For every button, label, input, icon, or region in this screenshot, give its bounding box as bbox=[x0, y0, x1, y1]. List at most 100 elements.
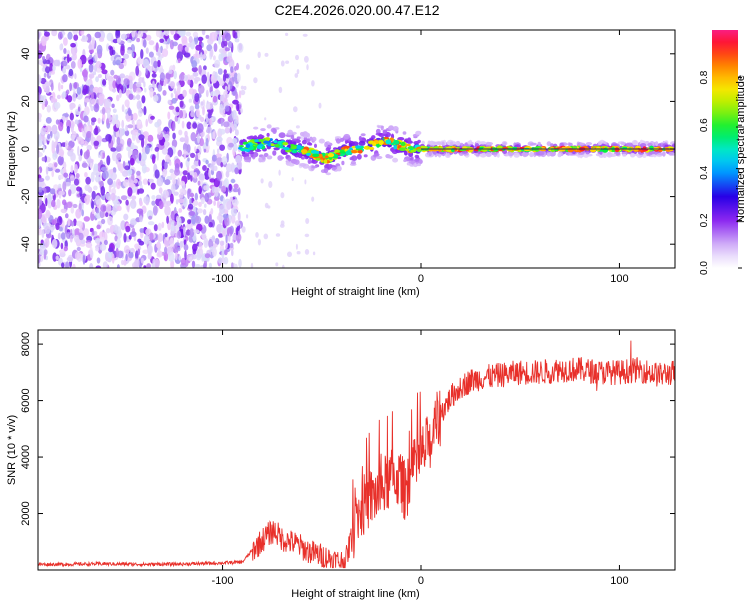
noise-speckle bbox=[72, 203, 78, 209]
noise-speckle bbox=[163, 237, 170, 248]
noise-speckle bbox=[49, 188, 56, 195]
noise-speckle bbox=[130, 157, 135, 166]
noise-speckle bbox=[219, 240, 224, 246]
noise-speckle bbox=[191, 164, 197, 170]
noise-speckle bbox=[148, 215, 153, 220]
noise-speckle bbox=[192, 200, 199, 206]
noise-speckle bbox=[45, 117, 52, 124]
trace-blob bbox=[416, 148, 422, 152]
noise-speckle bbox=[102, 261, 108, 268]
trace-blob bbox=[274, 143, 280, 148]
x-tick-label: -100 bbox=[212, 273, 234, 285]
noise-speckle bbox=[124, 130, 130, 137]
noise-speckle bbox=[231, 199, 239, 207]
noise-speckle bbox=[149, 87, 154, 98]
noise-speckle bbox=[182, 170, 189, 176]
noise-speckle bbox=[44, 31, 50, 37]
noise-speckle bbox=[161, 48, 169, 57]
noise-speckle bbox=[151, 73, 157, 78]
noise-speckle bbox=[74, 251, 81, 260]
noise-speckle bbox=[78, 228, 83, 233]
noise-speckle bbox=[164, 246, 168, 254]
noise-speckle bbox=[92, 86, 100, 94]
noise-speckle bbox=[187, 203, 194, 210]
trace-blob bbox=[277, 140, 283, 145]
trace-halo bbox=[402, 131, 407, 135]
trace-blob bbox=[390, 142, 395, 146]
trace-halo bbox=[266, 124, 272, 129]
noise-speckle bbox=[49, 71, 52, 77]
trace-halo bbox=[654, 151, 658, 155]
noise-speckle bbox=[95, 125, 98, 135]
noise-speckle bbox=[143, 234, 150, 245]
noise-speckle bbox=[65, 261, 70, 268]
noise-speckle bbox=[38, 112, 42, 119]
noise-speckle bbox=[177, 149, 183, 157]
noise-speckle bbox=[133, 178, 138, 184]
noise-speckle bbox=[195, 49, 198, 57]
noise-speckle bbox=[166, 200, 172, 206]
noise-speckle bbox=[201, 74, 207, 84]
noise-speckle bbox=[138, 152, 142, 162]
noise-speckle bbox=[157, 47, 161, 58]
noise-speckle bbox=[236, 103, 240, 112]
noise-speckle bbox=[196, 208, 203, 214]
noise-speckle bbox=[147, 134, 154, 143]
noise-speckle bbox=[204, 215, 210, 224]
noise-speckle bbox=[154, 146, 160, 152]
noise-speckle bbox=[236, 62, 239, 71]
trace-blob bbox=[357, 149, 363, 154]
noise-speckle bbox=[85, 176, 91, 185]
noise-speckle bbox=[229, 127, 232, 134]
noise-speckle bbox=[141, 95, 146, 104]
noise-speckle bbox=[57, 149, 65, 156]
noise-speckle bbox=[91, 39, 95, 50]
noise-speckle bbox=[219, 128, 226, 135]
noise-speckle bbox=[70, 206, 75, 214]
noise-speckle bbox=[189, 256, 193, 262]
noise-speckle bbox=[115, 30, 121, 40]
noise-speckle bbox=[110, 172, 117, 181]
noise-speckle bbox=[198, 84, 205, 94]
noise-speckle bbox=[157, 84, 163, 92]
noise-speckle bbox=[112, 117, 116, 127]
noise-speckle bbox=[181, 35, 188, 44]
trace-halo bbox=[485, 152, 492, 157]
noise-speckle bbox=[188, 98, 193, 103]
trace-halo bbox=[348, 142, 353, 148]
trace-halo bbox=[290, 135, 295, 140]
trace-halo bbox=[474, 152, 479, 156]
noise-speckle bbox=[223, 121, 230, 128]
noise-speckle bbox=[170, 30, 175, 35]
noise-speckle bbox=[278, 169, 281, 176]
noise-speckle bbox=[51, 124, 58, 135]
trace-halo bbox=[341, 160, 345, 166]
noise-speckle bbox=[70, 152, 76, 162]
noise-speckle bbox=[87, 119, 90, 127]
noise-speckle bbox=[170, 81, 176, 89]
trace-blob bbox=[243, 148, 250, 152]
trace-blob bbox=[349, 147, 353, 151]
noise-speckle bbox=[94, 237, 101, 244]
noise-speckle bbox=[65, 213, 69, 219]
noise-speckle bbox=[305, 218, 310, 224]
trace-blob bbox=[393, 140, 400, 145]
noise-speckle bbox=[81, 69, 88, 78]
noise-speckle bbox=[167, 111, 171, 120]
noise-speckle bbox=[154, 121, 160, 128]
noise-speckle bbox=[268, 181, 273, 188]
noise-speckle bbox=[159, 38, 165, 43]
noise-speckle bbox=[234, 220, 240, 227]
trace-blob bbox=[614, 147, 620, 153]
noise-speckle bbox=[231, 138, 238, 144]
noise-speckle bbox=[105, 228, 111, 234]
noise-speckle bbox=[96, 44, 103, 55]
noise-speckle bbox=[83, 228, 90, 237]
trace-halo bbox=[241, 154, 249, 157]
noise-speckle bbox=[95, 103, 99, 109]
trace-halo bbox=[672, 149, 675, 154]
trace-halo bbox=[255, 149, 262, 153]
noise-speckle bbox=[219, 103, 224, 113]
trace-blob bbox=[254, 139, 259, 143]
noise-speckle bbox=[53, 59, 60, 67]
